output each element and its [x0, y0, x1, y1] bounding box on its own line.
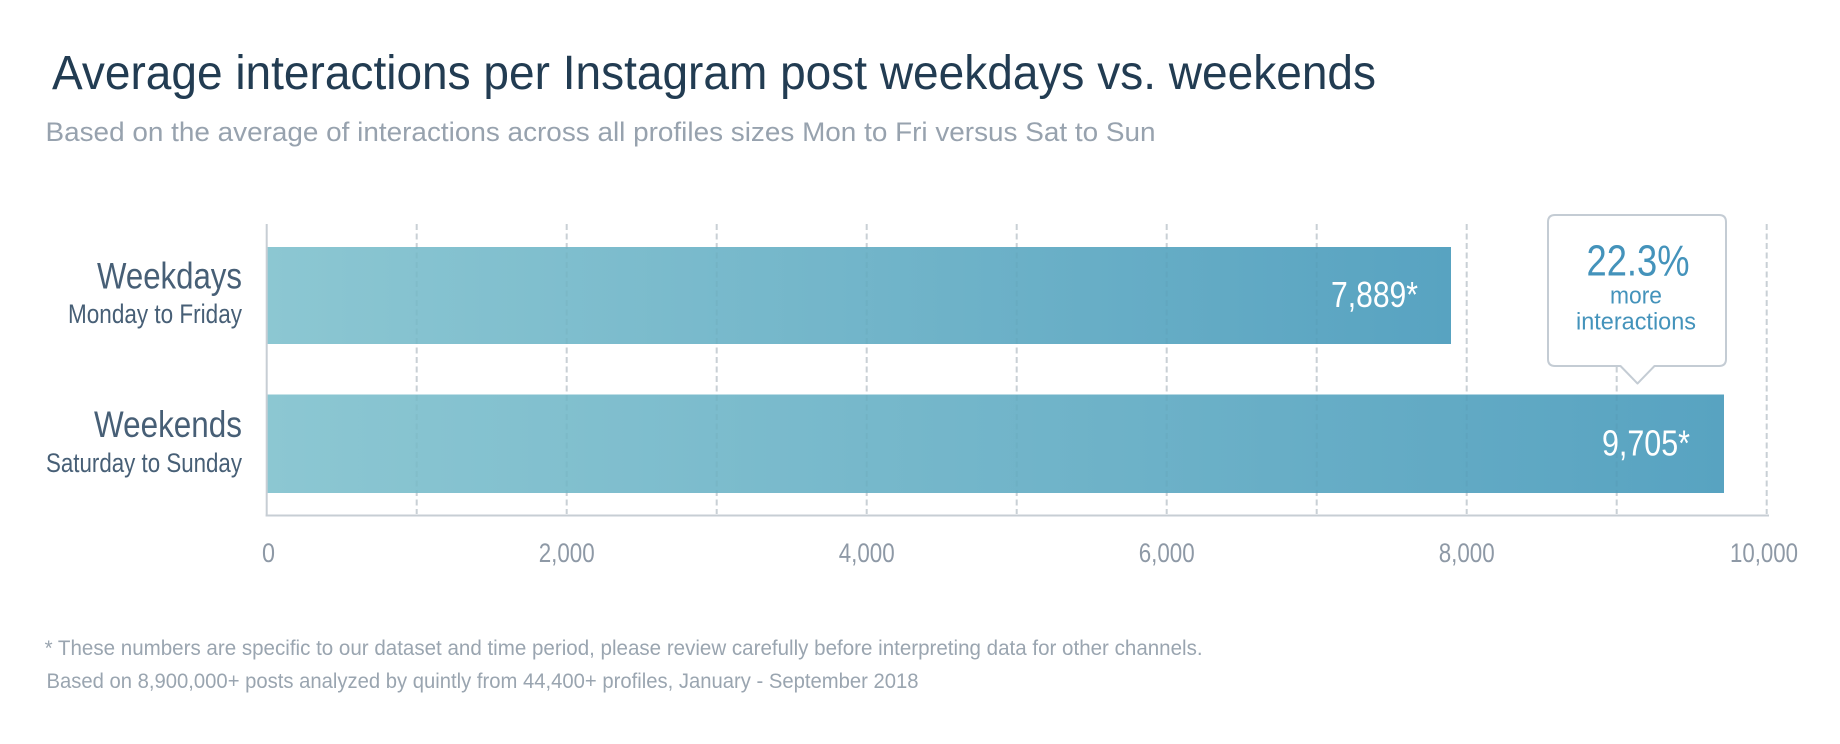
svg-text:0: 0 — [262, 538, 275, 568]
svg-text:interactions: interactions — [1576, 309, 1696, 336]
svg-text:22.3%: 22.3% — [1587, 237, 1690, 286]
svg-text:6,000: 6,000 — [1139, 538, 1195, 568]
svg-text:Monday to Friday: Monday to Friday — [68, 299, 242, 329]
svg-text:7,889*: 7,889* — [1331, 274, 1418, 315]
svg-text:* These numbers are specific t: * These numbers are specific to our data… — [45, 637, 1203, 660]
svg-text:2,000: 2,000 — [539, 538, 595, 568]
svg-text:Saturday to Sunday: Saturday to Sunday — [46, 448, 242, 478]
svg-text:Weekends: Weekends — [94, 404, 242, 445]
svg-text:Based on the average of intera: Based on the average of interactions acr… — [46, 117, 1156, 147]
svg-text:more: more — [1610, 282, 1662, 309]
svg-text:9,705*: 9,705* — [1602, 422, 1690, 463]
svg-text:Weekdays: Weekdays — [97, 256, 242, 297]
svg-text:8,000: 8,000 — [1439, 538, 1495, 568]
svg-text:4,000: 4,000 — [839, 538, 895, 568]
svg-text:10,000: 10,000 — [1730, 538, 1798, 568]
svg-text:Average interactions per Insta: Average interactions per Instagram post … — [52, 47, 1376, 100]
svg-text:Based on 8,900,000+ posts anal: Based on 8,900,000+ posts analyzed by qu… — [47, 670, 919, 693]
